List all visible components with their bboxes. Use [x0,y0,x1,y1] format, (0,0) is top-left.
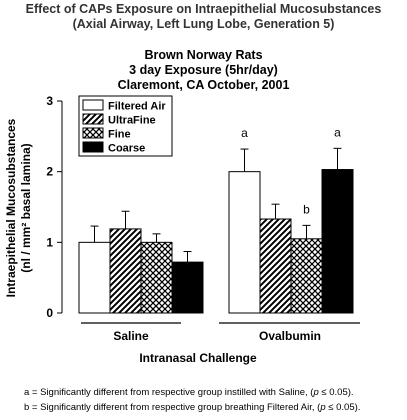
legend-label: Fine [108,129,131,141]
y-axis-label-line2: (nl / mm² basal lamina) [19,143,33,272]
footnote-a-prefix: a = Significantly different from respect… [24,387,314,398]
bar [321,169,354,314]
chart-subtitle-exposure: 3 day Exposure (5hr/day) [129,63,278,77]
bar [228,171,261,314]
chart-title: Effect of CAPs Exposure on Intraepitheli… [25,2,382,16]
chart-subtitle-species: Brown Norway Rats [144,48,263,62]
footnote-a-suffix: ≤ 0.05). [318,387,354,398]
y-axis-label-line1: Intraepithelial Mucosubstances [4,118,18,297]
bar [259,218,292,314]
legend-label: Coarse [108,143,145,155]
footnote-a-p: p [313,387,319,398]
x-tick-label: Ovalbumin [259,329,321,343]
y-tick-label: 3 [46,94,53,108]
chart-subtitle-location: Claremont, CA October, 2001 [117,78,290,92]
y-tick-label: 2 [46,165,53,179]
bar [78,241,111,314]
bar [109,228,142,314]
legend: Filtered Air UltraFine Fine Coarse [78,95,173,157]
legend-swatch [82,113,104,125]
significance-label: a [241,126,248,140]
bars: a b a [78,125,354,314]
y-tick-label: 1 [46,235,53,249]
y-axis-label: Intraepithelial Mucosubstances (nl / mm²… [4,118,33,297]
x-tick-label: Saline [113,329,149,343]
legend-swatch [82,127,104,139]
y-tick-label: 0 [46,306,53,320]
bar [140,241,173,314]
legend-swatch [82,99,104,111]
legend-swatch [82,141,104,153]
footnote-b-prefix: b = Significantly different from respect… [24,402,321,413]
x-axis-label: Intranasal Challenge [139,351,257,365]
footnote-b-p: p [320,402,326,413]
significance-label: a [334,125,341,139]
footnote-b: b = Significantly different from respect… [24,402,360,413]
bar [290,238,323,314]
footnote-b-suffix: ≤ 0.05). [325,402,361,413]
bar [171,261,204,314]
category-groups: Saline Ovalbumin [81,322,360,343]
footnote-a: a = Significantly different from respect… [24,387,354,398]
axes: 0 1 2 3 [46,94,63,320]
legend-label: Filtered Air [108,101,166,113]
chart-title-line2: (Axial Airway, Left Lung Lobe, Generatio… [72,17,335,31]
significance-label: b [303,202,310,216]
legend-label: UltraFine [108,115,156,127]
